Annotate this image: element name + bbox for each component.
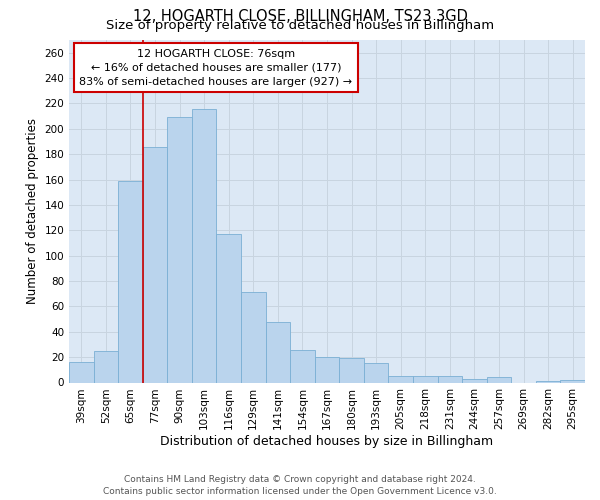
Bar: [315, 357, 339, 382]
Text: 12 HOGARTH CLOSE: 76sqm
← 16% of detached houses are smaller (177)
83% of semi-d: 12 HOGARTH CLOSE: 76sqm ← 16% of detache…: [79, 48, 353, 86]
Bar: [437, 376, 462, 382]
Bar: [413, 376, 437, 382]
Bar: [364, 364, 388, 382]
Bar: [217, 234, 241, 382]
Bar: [94, 351, 118, 382]
Y-axis label: Number of detached properties: Number of detached properties: [26, 118, 39, 304]
Bar: [69, 362, 94, 382]
Bar: [388, 376, 413, 382]
Bar: [118, 181, 143, 382]
Bar: [290, 350, 315, 382]
Bar: [339, 358, 364, 382]
Text: 12, HOGARTH CLOSE, BILLINGHAM, TS23 3GD: 12, HOGARTH CLOSE, BILLINGHAM, TS23 3GD: [133, 9, 467, 24]
Bar: [143, 146, 167, 382]
Bar: [266, 322, 290, 382]
X-axis label: Distribution of detached houses by size in Billingham: Distribution of detached houses by size …: [160, 435, 494, 448]
Text: Contains HM Land Registry data © Crown copyright and database right 2024.
Contai: Contains HM Land Registry data © Crown c…: [103, 475, 497, 496]
Bar: [192, 108, 217, 382]
Bar: [462, 378, 487, 382]
Bar: [241, 292, 266, 382]
Bar: [536, 381, 560, 382]
Bar: [560, 380, 585, 382]
Bar: [487, 378, 511, 382]
Text: Size of property relative to detached houses in Billingham: Size of property relative to detached ho…: [106, 18, 494, 32]
Bar: [167, 118, 192, 382]
